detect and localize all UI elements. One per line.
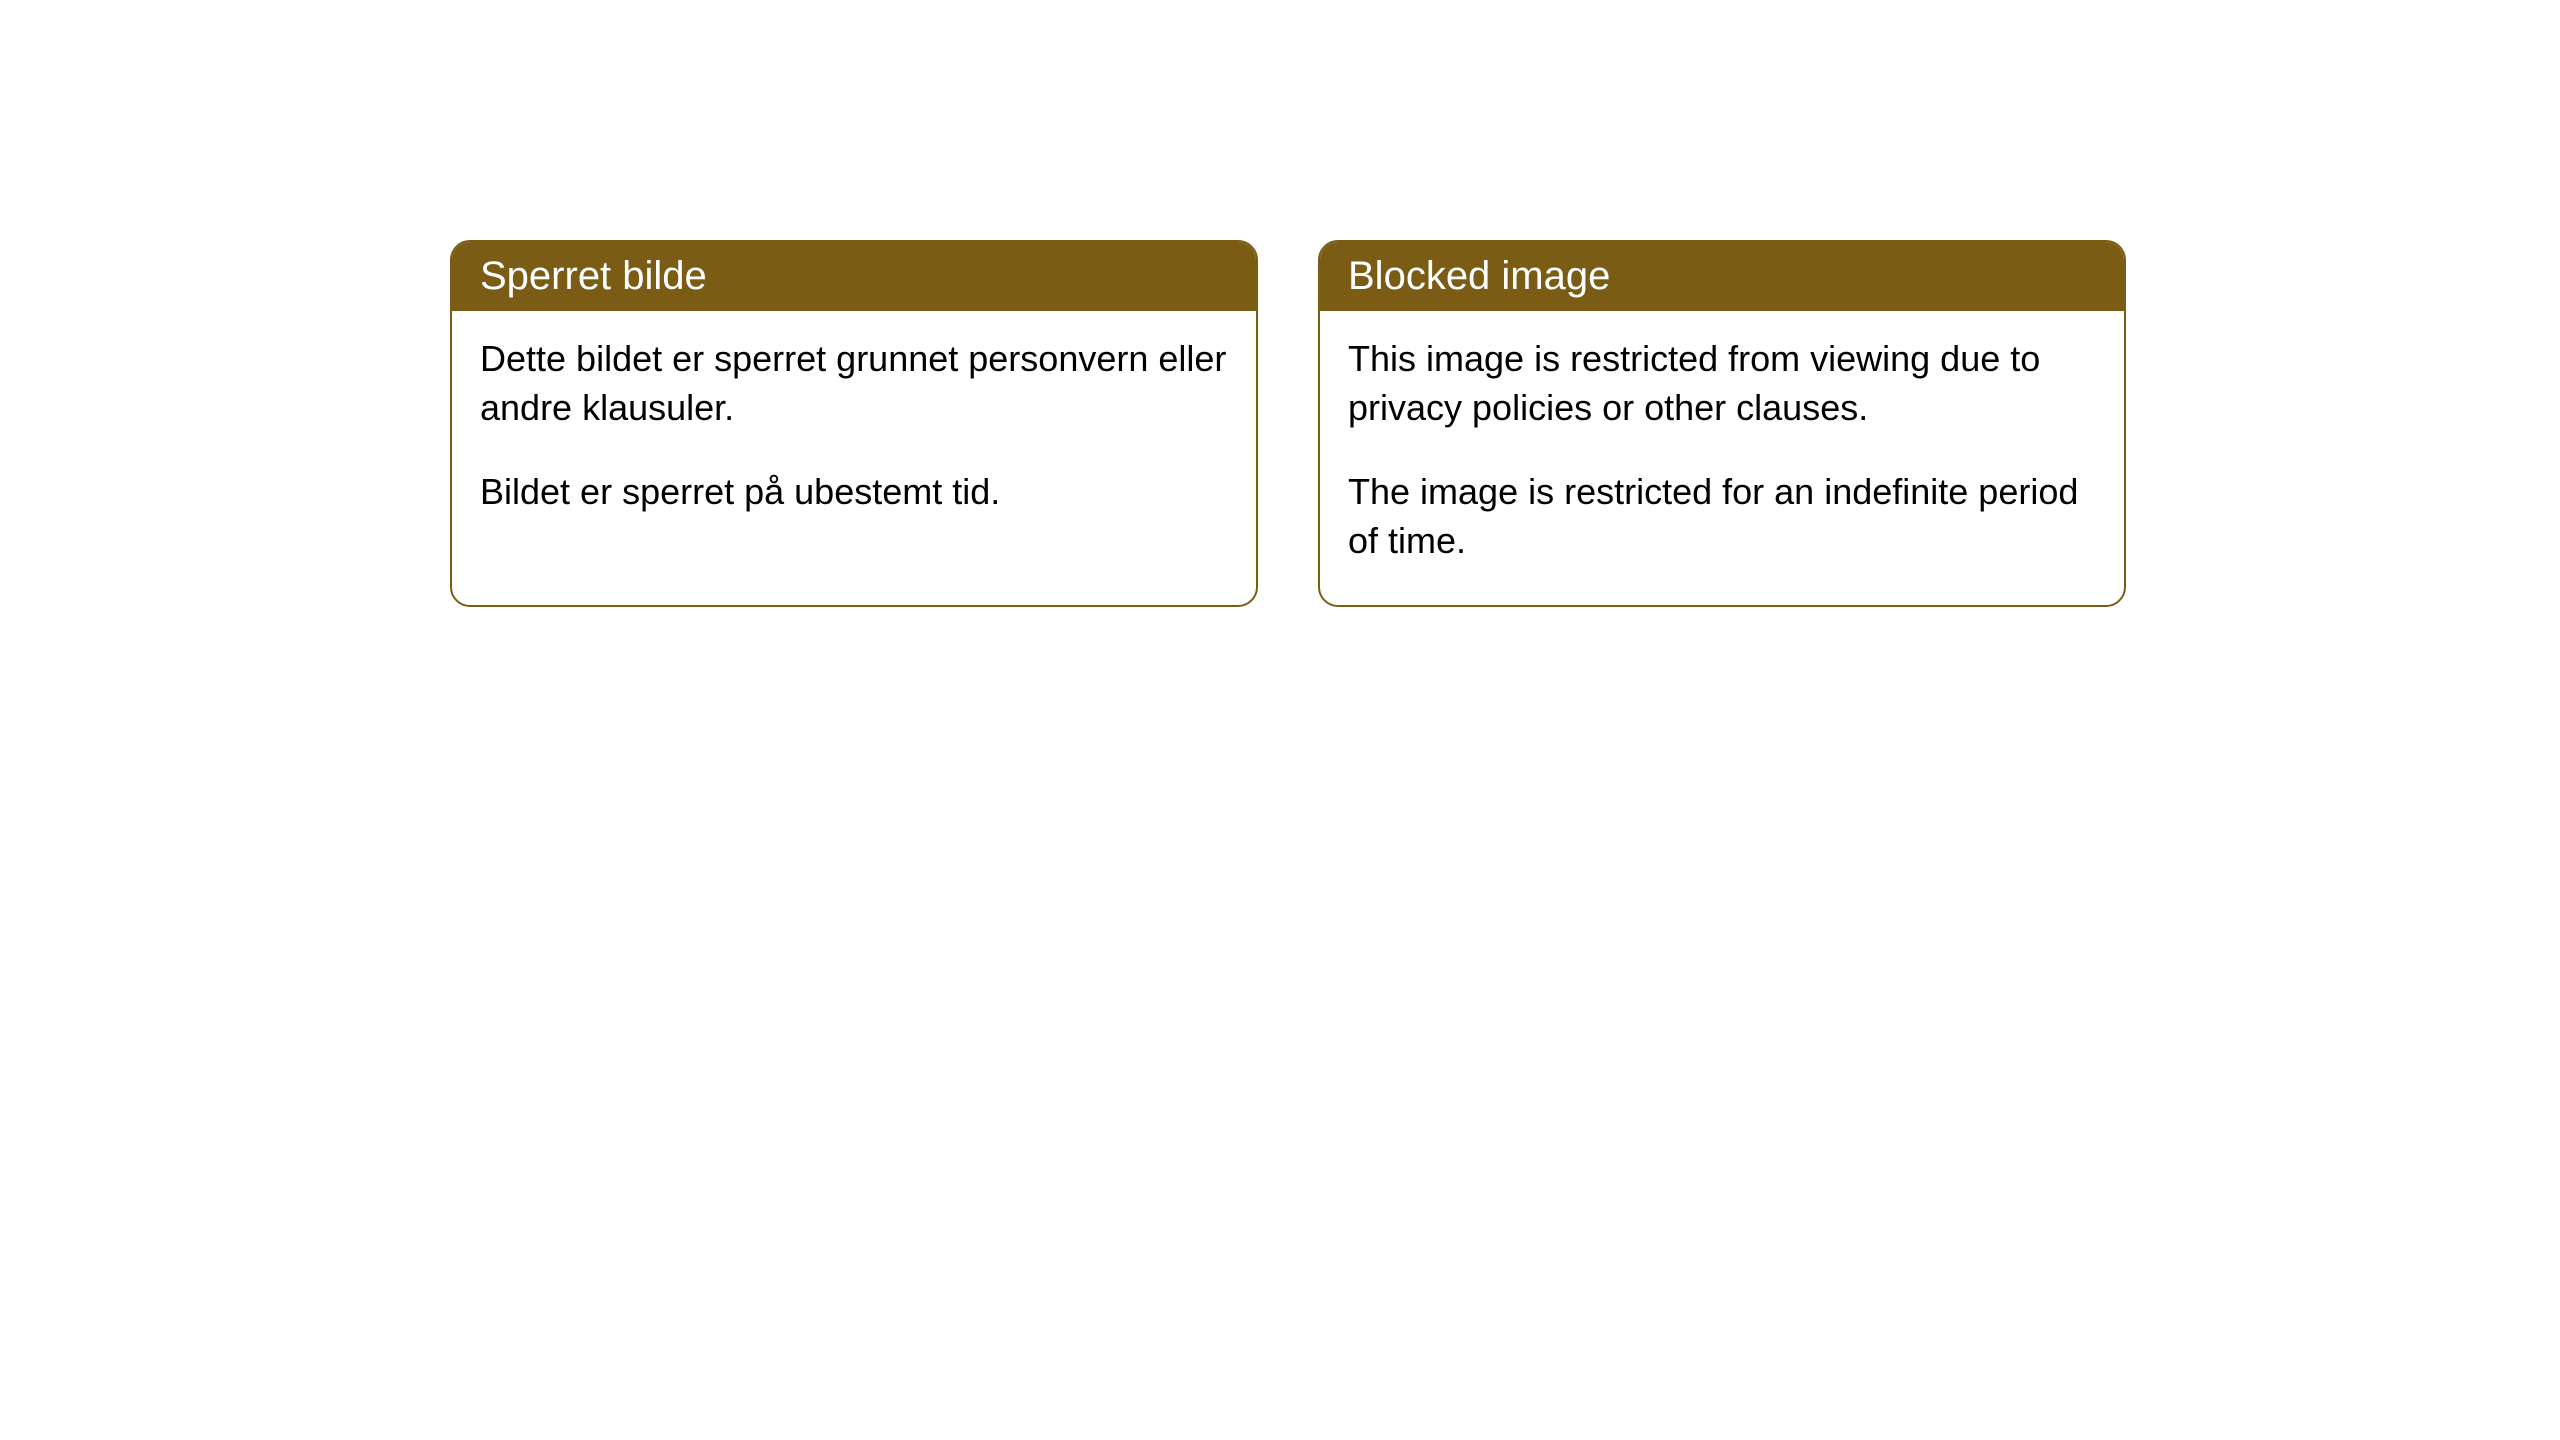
card-body-en: This image is restricted from viewing du… [1320,311,2124,605]
card-header-no: Sperret bilde [452,242,1256,311]
card-header-en: Blocked image [1320,242,2124,311]
card-title-no: Sperret bilde [480,254,707,298]
card-paragraph-no-2: Bildet er sperret på ubestemt tid. [480,468,1228,517]
blocked-image-card-en: Blocked image This image is restricted f… [1318,240,2126,607]
card-paragraph-en-1: This image is restricted from viewing du… [1348,335,2096,432]
card-paragraph-en-2: The image is restricted for an indefinit… [1348,468,2096,565]
card-paragraph-no-1: Dette bildet er sperret grunnet personve… [480,335,1228,432]
blocked-image-card-no: Sperret bilde Dette bildet er sperret gr… [450,240,1258,607]
card-title-en: Blocked image [1348,254,1610,298]
notice-cards-container: Sperret bilde Dette bildet er sperret gr… [450,240,2560,607]
card-body-no: Dette bildet er sperret grunnet personve… [452,311,1256,557]
